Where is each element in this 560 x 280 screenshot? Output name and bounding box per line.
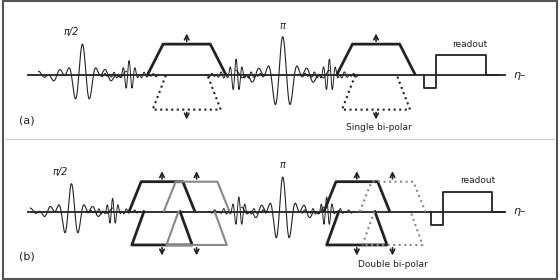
Text: η–: η– <box>513 70 526 80</box>
Text: η–: η– <box>513 206 526 216</box>
Text: readout: readout <box>460 176 495 185</box>
Text: π: π <box>280 160 286 170</box>
Text: (a): (a) <box>19 115 35 125</box>
Text: π/2: π/2 <box>64 27 79 37</box>
Text: readout: readout <box>452 40 487 49</box>
Text: (b): (b) <box>19 252 35 262</box>
Text: Single bi-polar: Single bi-polar <box>346 123 412 132</box>
Text: Double bi-polar: Double bi-polar <box>358 260 427 269</box>
Text: π: π <box>280 21 286 31</box>
Text: π/2: π/2 <box>53 167 68 177</box>
